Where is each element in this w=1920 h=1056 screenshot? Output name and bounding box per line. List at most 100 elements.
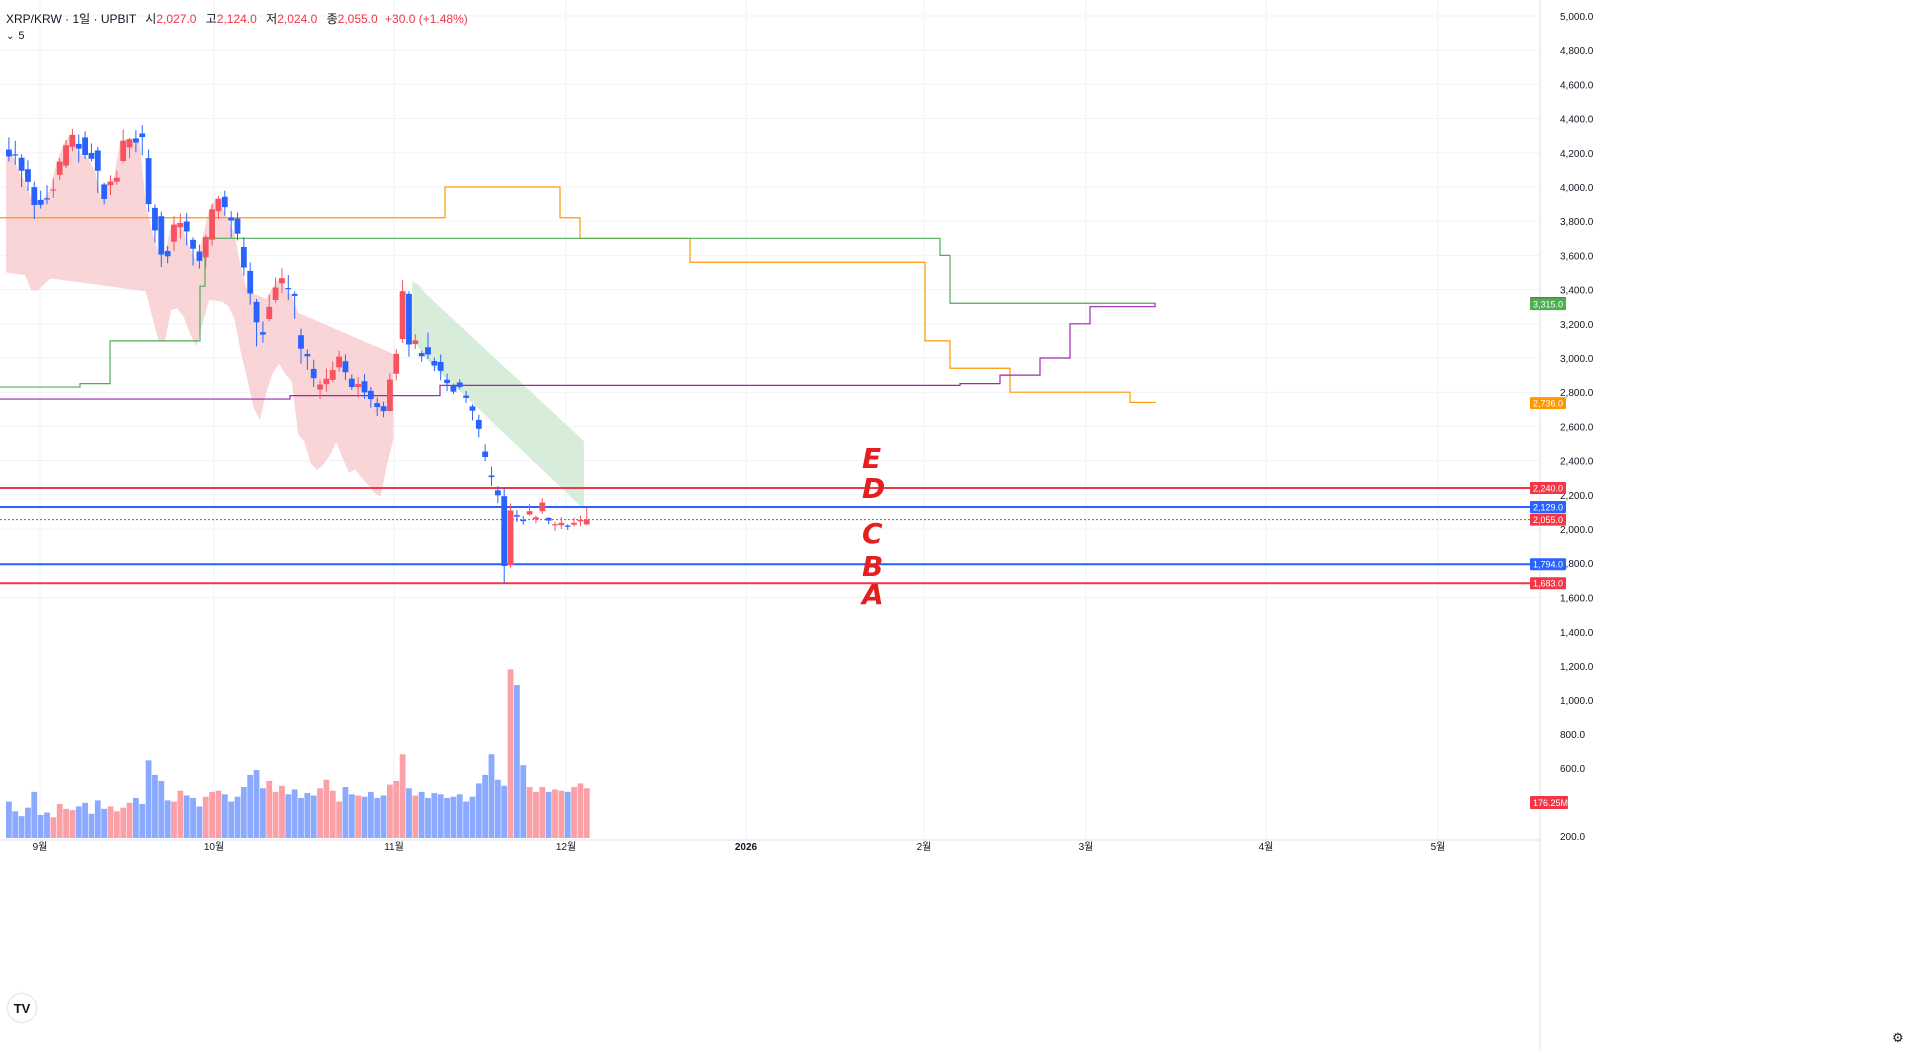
candle-body <box>558 522 565 526</box>
price-badge-label: 3,315.0 <box>1533 300 1563 310</box>
volume-bar <box>75 806 82 838</box>
price-badge-label: 2,240.0 <box>1533 483 1563 493</box>
volume-bar <box>533 791 539 838</box>
price-tick-label: 3,400.0 <box>1560 286 1594 297</box>
volume-bar <box>520 765 527 838</box>
candle-body <box>171 224 177 242</box>
volume-bar <box>279 785 285 838</box>
volume-bar <box>94 800 101 838</box>
gear-icon[interactable]: ⚙ <box>1892 1030 1904 1045</box>
price-badge <box>1530 558 1566 571</box>
candles <box>6 125 590 583</box>
volume-bar <box>113 811 120 838</box>
price-tick-label: 4,400.0 <box>1560 115 1594 126</box>
candle-body <box>475 419 482 429</box>
symbol-title[interactable]: XRP/KRW · 1일 · UPBIT <box>6 12 136 26</box>
tradingview-logo[interactable]: TV <box>8 994 36 1022</box>
candle-body <box>577 519 584 522</box>
candle-body <box>75 143 82 149</box>
candle-body <box>564 525 571 527</box>
indicators-toggle[interactable]: ⌄ 5 <box>6 30 25 42</box>
candle-body <box>6 149 12 157</box>
volume-bar <box>488 754 495 838</box>
cloud-band-green <box>412 281 584 510</box>
volume-bar <box>107 806 114 838</box>
candle-body <box>355 383 362 388</box>
volume-bar <box>240 787 247 838</box>
volume-tick-label: 1,200.0 <box>1560 662 1594 673</box>
volume-bar <box>577 783 584 838</box>
volume-bar <box>437 794 444 838</box>
volume-bar <box>177 790 184 838</box>
time-tick-label: 10월 <box>204 841 224 853</box>
volume-bar <box>88 813 95 838</box>
candle-body <box>533 517 539 520</box>
price-badge-label: 2,055.0 <box>1533 515 1563 525</box>
volume-bar <box>82 802 88 838</box>
volume-bar <box>431 793 438 838</box>
volume-tick-label: 1,000.0 <box>1560 696 1594 707</box>
candle-body <box>494 490 501 496</box>
volume-bar <box>583 788 590 838</box>
chevron-down-icon[interactable]: ⌄ <box>6 31 15 42</box>
low-value: 2,024.0 <box>277 12 318 26</box>
price-badge <box>1530 577 1566 590</box>
volume-bar <box>247 774 254 838</box>
candle-body <box>501 496 508 566</box>
annotation-letter: A <box>860 578 884 611</box>
candle-body <box>221 196 228 208</box>
price-badge-label: 2,129.0 <box>1533 502 1563 512</box>
time-tick-label: 12월 <box>556 841 576 853</box>
volume-bar <box>393 780 400 838</box>
volume-bar <box>558 790 565 838</box>
candle-body <box>107 181 114 186</box>
candle-body <box>152 207 158 231</box>
volume-bar <box>190 797 196 838</box>
candle-body <box>209 209 215 240</box>
candle-body <box>482 451 489 458</box>
candle-body <box>437 361 444 371</box>
volume-bar <box>31 791 38 838</box>
candle-body <box>545 517 552 521</box>
candle-body <box>304 353 311 357</box>
volume-bar <box>63 808 69 838</box>
price-axis[interactable]: 5,000.0 4,800.0 4,600.0 4,400.0 4,200.0 4,000… <box>1530 0 1920 1051</box>
price-tick-label: 2,800.0 <box>1560 388 1594 399</box>
ichimoku-cloud <box>0 0 1540 840</box>
volume-badge-label: 176.25M <box>1533 798 1568 808</box>
candle-body <box>279 278 285 284</box>
price-tick-label: 3,600.0 <box>1560 251 1594 262</box>
candle-body <box>266 306 273 320</box>
price-tick-label: 3,000.0 <box>1560 354 1594 365</box>
volume-bar <box>310 795 317 838</box>
candle-body <box>418 353 425 357</box>
volume-bar <box>139 804 146 838</box>
volume-bar <box>361 796 368 838</box>
price-tick-label: 4,600.0 <box>1560 80 1594 91</box>
volume-bar <box>285 794 292 838</box>
candle-body <box>145 158 152 205</box>
candle-body <box>469 406 476 411</box>
annotation-letter: B <box>862 550 883 583</box>
volume-bar <box>526 787 533 838</box>
volume-tick-label: 600.0 <box>1560 764 1585 775</box>
candle-body <box>215 198 222 212</box>
price-tick-label: 4,000.0 <box>1560 183 1594 194</box>
time-axis[interactable]: 9월 10월 11월 12월 2026 2월 3월 4월 5월 <box>0 839 1540 853</box>
candle-body <box>361 381 368 393</box>
candle-body <box>63 145 69 166</box>
time-tick-label: 4월 <box>1259 841 1274 853</box>
volume-tick-label: 200.0 <box>1560 832 1585 843</box>
volume-bar <box>171 801 177 838</box>
volume-bar <box>298 797 304 838</box>
candle-body <box>456 382 463 388</box>
symbol-legend[interactable]: XRP/KRW · 1일 · UPBIT 시2,027.0 고2,124.0 저… <box>6 10 468 27</box>
candle-body <box>56 161 63 175</box>
volume-bar <box>514 685 520 838</box>
volume-bar <box>215 790 222 838</box>
volume-bar <box>69 810 76 838</box>
volume-bar <box>545 791 552 838</box>
candle-body <box>425 347 431 355</box>
